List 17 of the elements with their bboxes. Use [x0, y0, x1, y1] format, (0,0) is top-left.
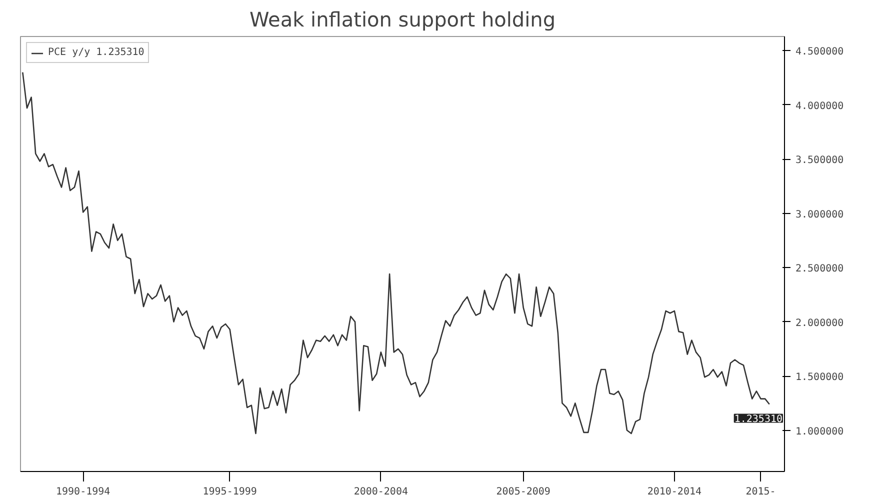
- y-tick-label: 1.000000: [796, 426, 844, 438]
- y-tick-label: 3.500000: [796, 155, 844, 166]
- annotation: 1.235310: [734, 414, 783, 426]
- x-tick-label: 2005-2009: [496, 486, 550, 497]
- y-tick-label: 4.000000: [796, 100, 844, 112]
- x-tick-label: 2010-2014: [647, 486, 702, 497]
- x-tick-label: 1995-1999: [202, 486, 257, 497]
- chart-title: Weak inflation support holding: [249, 8, 556, 32]
- x-tick-label: 1990-1994: [56, 486, 110, 497]
- y-tick-label: 4.500000: [796, 46, 844, 58]
- y-tick-label: 2.000000: [796, 318, 844, 329]
- x-tick-label: 2000-2004: [354, 486, 408, 497]
- y-tick-label: 3.000000: [796, 209, 844, 220]
- legend-label: PCE y/y 1.235310: [48, 47, 144, 58]
- y-tick-label: 1.500000: [796, 372, 844, 384]
- y-tick-label: 2.500000: [796, 264, 844, 275]
- x-tick-label: 2015-: [746, 486, 776, 497]
